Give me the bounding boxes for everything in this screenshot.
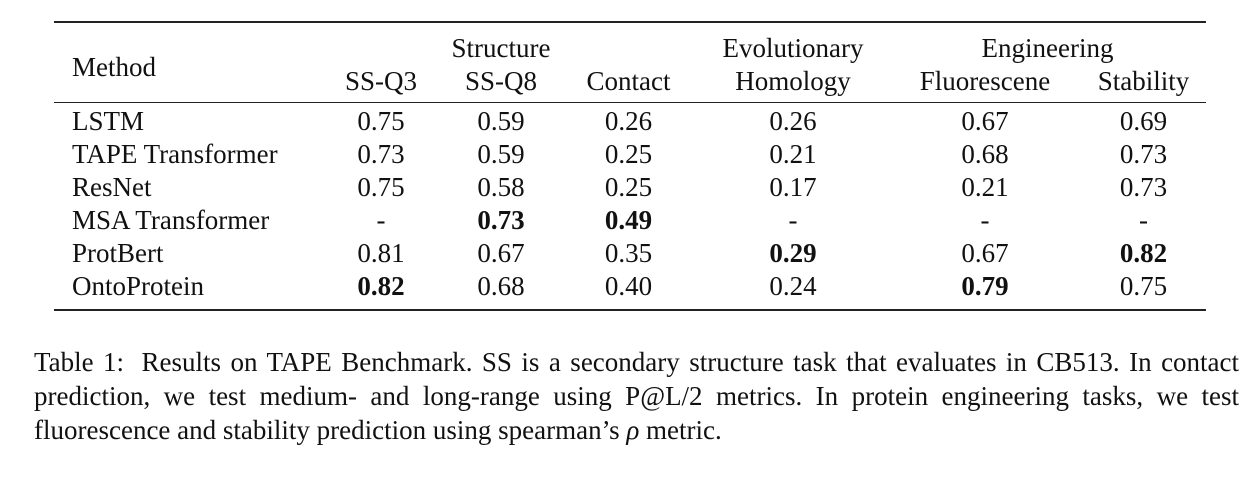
cell-stability: 0.82 bbox=[1119, 238, 1168, 268]
cell-stability: 0.73 bbox=[1119, 172, 1168, 202]
row-method: OntoProtein bbox=[72, 271, 204, 301]
cell-ssq3: - bbox=[376, 205, 386, 235]
table-row: OntoProtein 0.82 0.68 0.40 0.24 0.79 0.7… bbox=[54, 270, 1206, 310]
cell-ssq8: 0.68 bbox=[477, 271, 525, 301]
cell-ssq3: 0.81 bbox=[357, 238, 405, 268]
cell-contact: 0.35 bbox=[604, 238, 653, 268]
cell-fluorescene: 0.68 bbox=[961, 139, 1009, 169]
caption-label: Table 1: bbox=[34, 347, 125, 377]
cell-contact: 0.25 bbox=[604, 139, 653, 169]
table-row: ResNet 0.75 0.58 0.25 0.17 0.21 0.73 bbox=[54, 171, 1206, 204]
row-method: ProtBert bbox=[72, 238, 164, 268]
header-group-row: Method Structure Evolutionary Engineerin… bbox=[54, 22, 1206, 82]
header-ssq8: SS-Q8 bbox=[464, 66, 538, 96]
cell-contact: 0.25 bbox=[604, 172, 653, 202]
cell-homology: - bbox=[788, 205, 798, 235]
cell-stability: - bbox=[1139, 205, 1148, 235]
cell-ssq8: 0.67 bbox=[477, 238, 525, 268]
cell-homology: 0.24 bbox=[769, 271, 817, 301]
cell-homology: 0.17 bbox=[769, 172, 817, 202]
header-stability: Stability bbox=[1097, 66, 1190, 96]
cell-contact: 0.26 bbox=[604, 106, 653, 136]
cell-ssq8: 0.58 bbox=[477, 172, 525, 202]
results-table: Method Structure Evolutionary Engineerin… bbox=[54, 21, 1206, 311]
cell-fluorescene: 0.21 bbox=[961, 172, 1009, 202]
header-column-row: SS-Q3 SS-Q8 Contact Homology Fluorescene… bbox=[54, 65, 1206, 103]
caption-text-part1: Results on TAPE Benchmark. SS is a secon… bbox=[34, 347, 1240, 445]
cell-ssq8: 0.59 bbox=[477, 106, 525, 136]
caption-text-part2: metric. bbox=[639, 415, 722, 445]
row-method: TAPE Transformer bbox=[72, 139, 278, 169]
cell-fluorescene: 0.67 bbox=[961, 238, 1009, 268]
cell-fluorescene: 0.79 bbox=[961, 271, 1009, 301]
header-ssq3: SS-Q3 bbox=[344, 66, 418, 96]
cell-contact: 0.40 bbox=[604, 271, 653, 301]
cell-homology: 0.26 bbox=[769, 106, 817, 136]
caption-rho-symbol: ρ bbox=[626, 415, 640, 445]
header-group-engineering: Engineering bbox=[981, 33, 1114, 63]
header-method: Method bbox=[72, 51, 156, 82]
cell-fluorescene: 0.67 bbox=[961, 106, 1009, 136]
row-method: ResNet bbox=[72, 172, 152, 202]
table-row: TAPE Transformer 0.73 0.59 0.25 0.21 0.6… bbox=[54, 138, 1206, 171]
cell-homology: 0.29 bbox=[769, 238, 817, 268]
cell-stability: 0.69 bbox=[1119, 106, 1168, 136]
cell-ssq3: 0.75 bbox=[357, 106, 405, 136]
cell-ssq3: 0.82 bbox=[357, 271, 405, 301]
cell-contact: 0.49 bbox=[604, 205, 653, 235]
cell-fluorescene: - bbox=[980, 205, 990, 235]
table-caption: Table 1: Results on TAPE Benchmark. SS i… bbox=[34, 345, 1239, 447]
results-table-container: Method Structure Evolutionary Engineerin… bbox=[54, 21, 1206, 311]
cell-ssq3: 0.73 bbox=[357, 139, 405, 169]
cell-ssq3: 0.75 bbox=[357, 172, 405, 202]
cell-stability: 0.75 bbox=[1119, 271, 1168, 301]
table-body: LSTM 0.75 0.59 0.26 0.26 0.67 0.69 TAPE … bbox=[54, 102, 1206, 310]
header-homology: Homology bbox=[735, 66, 851, 96]
cell-stability: 0.73 bbox=[1119, 139, 1168, 169]
cell-homology: 0.21 bbox=[769, 139, 817, 169]
cell-ssq8: 0.73 bbox=[477, 205, 525, 235]
header-group-evolutionary: Evolutionary bbox=[722, 33, 864, 63]
caption-paragraph: Table 1: Results on TAPE Benchmark. SS i… bbox=[34, 345, 1239, 447]
table-row: ProtBert 0.81 0.67 0.35 0.29 0.67 0.82 bbox=[54, 237, 1206, 270]
header-fluorescene: Fluorescene bbox=[919, 66, 1051, 96]
header-contact: Contact bbox=[586, 66, 671, 96]
row-method: MSA Transformer bbox=[72, 205, 270, 235]
row-method: LSTM bbox=[72, 106, 145, 136]
header-group-structure: Structure bbox=[451, 33, 551, 63]
table-row: MSA Transformer - 0.73 0.49 - - - bbox=[54, 204, 1206, 237]
table-row: LSTM 0.75 0.59 0.26 0.26 0.67 0.69 bbox=[54, 102, 1206, 139]
cell-ssq8: 0.59 bbox=[477, 139, 525, 169]
